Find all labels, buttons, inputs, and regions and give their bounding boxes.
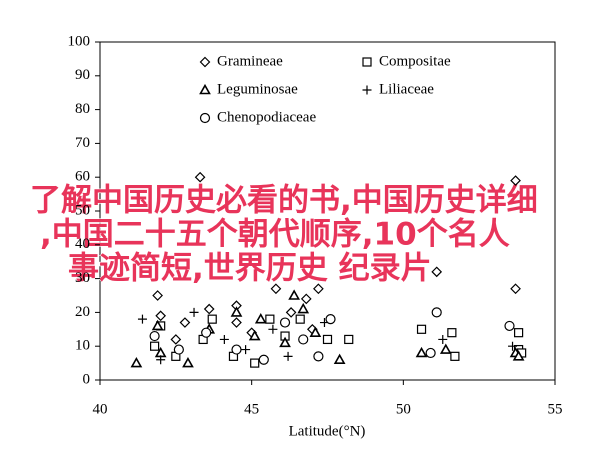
x-axis-label: Latitude(°N)	[289, 423, 366, 439]
point	[149, 330, 160, 342]
point	[150, 341, 160, 351]
point	[279, 336, 291, 348]
y-tick-label: 10	[75, 338, 90, 354]
point	[416, 324, 427, 334]
x-tick-label: 40	[93, 401, 108, 417]
point	[439, 343, 452, 354]
point	[510, 283, 521, 295]
legend-marker	[199, 83, 211, 95]
point	[512, 350, 525, 361]
legend-marker	[362, 57, 372, 67]
point	[325, 314, 336, 325]
point	[231, 344, 242, 355]
legend-label: Chenopodiaceae	[217, 109, 316, 125]
overlay-text: 事迹简短,世界历史 纪录片	[68, 251, 432, 287]
y-tick-label: 70	[75, 135, 90, 151]
point	[283, 351, 293, 361]
y-tick-label: 80	[75, 101, 90, 117]
point	[333, 353, 346, 365]
point	[207, 314, 217, 324]
point	[155, 310, 167, 322]
point	[130, 356, 143, 368]
point	[250, 358, 260, 368]
point	[415, 346, 428, 358]
point	[309, 326, 322, 337]
point	[344, 334, 354, 345]
point	[270, 283, 282, 295]
point	[450, 351, 460, 361]
y-tick-label: 90	[75, 67, 90, 83]
point	[508, 341, 518, 351]
point	[268, 324, 278, 334]
point	[173, 344, 184, 355]
y-tick-label: 60	[75, 169, 90, 185]
point	[298, 334, 309, 345]
y-tick-label: 100	[68, 33, 91, 49]
point	[219, 334, 229, 344]
point	[201, 327, 212, 338]
point	[203, 303, 215, 315]
point	[285, 307, 297, 318]
point	[510, 175, 521, 186]
point	[288, 289, 301, 300]
overlay-text: ,中国二十五个朝代顺序,10个名人	[40, 217, 510, 253]
point	[254, 313, 267, 324]
point	[313, 351, 324, 362]
point	[248, 329, 261, 341]
point	[300, 293, 312, 305]
legend-marker	[199, 112, 211, 124]
point	[182, 356, 194, 368]
x-tick-label: 45	[244, 401, 259, 417]
y-tick-label: 50	[75, 202, 90, 218]
point	[295, 314, 305, 324]
point	[297, 302, 310, 314]
point	[313, 283, 324, 295]
legend-marker	[199, 56, 211, 68]
legend-label: Gramineae	[217, 53, 283, 69]
point	[156, 355, 166, 365]
legend-label: Leguminosae	[217, 81, 298, 97]
point	[279, 317, 291, 328]
point	[265, 314, 275, 324]
x-tick-label: 55	[548, 401, 563, 417]
point	[438, 334, 448, 344]
point	[513, 328, 524, 338]
overlay-text: 了解中国历史必看的书,中国历史详细	[30, 183, 538, 219]
point	[231, 317, 242, 328]
point	[258, 354, 269, 365]
point	[170, 334, 182, 345]
point	[431, 266, 443, 278]
y-tick-label: 20	[75, 304, 90, 320]
point	[189, 307, 199, 317]
point	[230, 306, 243, 317]
point	[241, 345, 251, 355]
point	[194, 171, 206, 183]
x-tick-label: 50	[396, 401, 411, 417]
point	[431, 307, 442, 318]
y-tick-label: 30	[75, 270, 90, 286]
point	[137, 314, 147, 324]
point	[151, 319, 164, 331]
point	[425, 347, 436, 359]
y-tick-label: 40	[75, 236, 90, 252]
legend-marker	[362, 85, 372, 95]
legend-label: Liliaceae	[379, 81, 434, 97]
legend-label: Compositae	[379, 53, 451, 69]
point	[322, 334, 333, 345]
point	[179, 317, 191, 328]
point	[152, 290, 163, 301]
point	[504, 320, 515, 332]
y-tick-label: 0	[83, 371, 91, 387]
point	[447, 328, 457, 338]
